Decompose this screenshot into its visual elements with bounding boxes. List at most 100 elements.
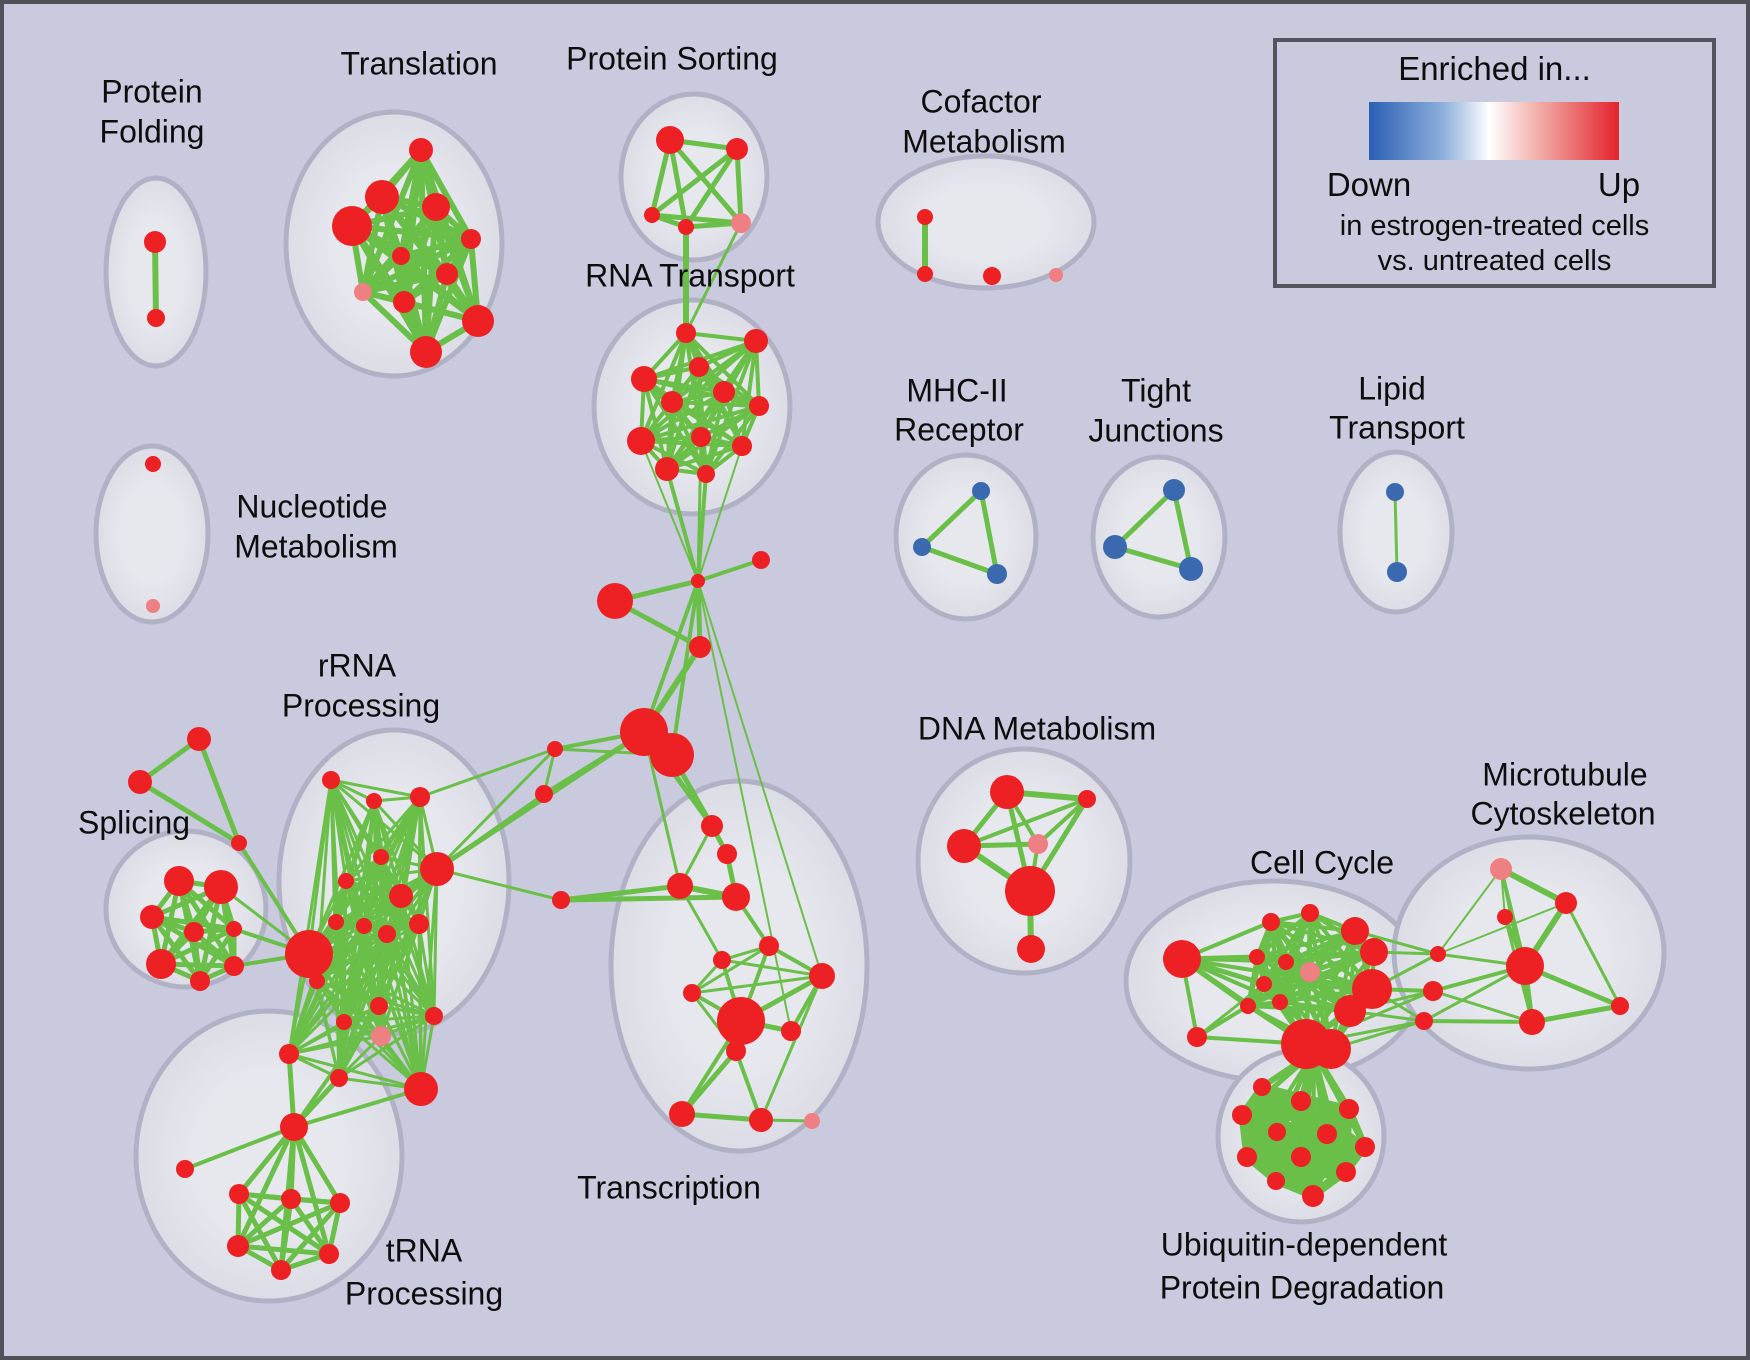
node-rrna-processing: [285, 930, 333, 978]
edge-splicing-satellite: [137, 736, 202, 785]
node-splicing: [164, 866, 194, 896]
cluster-label-translation: Translation: [340, 45, 497, 81]
node-protein-sorting: [726, 138, 748, 160]
node-translation: [461, 229, 481, 249]
edge-rrna-processing: [315, 979, 423, 1091]
edge-protein-sorting: [683, 146, 740, 230]
legend-caption-line1: in estrogen-treated cells: [1339, 210, 1650, 242]
cluster-label-cell-cycle: Cell Cycle: [1250, 844, 1394, 880]
edge-inter-cluster: [696, 435, 703, 583]
edge-inter-cluster: [665, 467, 700, 583]
node-connectors: [597, 583, 633, 619]
node-translation: [410, 336, 442, 368]
legend-caption-line2: vs. untreated cells: [1377, 245, 1612, 277]
edge-rrna-processing: [287, 1052, 423, 1091]
edge-mhc-ii-receptor: [978, 488, 1000, 577]
edge-trna-processing: [183, 1125, 296, 1171]
node-ubiquitin-degradation: [1302, 1185, 1324, 1207]
edge-rna-transport: [665, 404, 761, 471]
node-rna-transport: [661, 391, 683, 413]
edge-rna-transport: [740, 339, 758, 448]
node-transcription: [749, 1108, 773, 1132]
node-ubiquitin-degradation: [1317, 1124, 1337, 1144]
edge-rrna-processing: [329, 778, 422, 799]
node-ubiquitin-degradation: [1268, 1123, 1286, 1141]
edge-transcription: [759, 974, 824, 1122]
edge-rrna-processing: [287, 1014, 436, 1056]
node-trna-processing: [319, 1244, 339, 1264]
node-nucleotide-metabolism: [145, 456, 161, 472]
node-splicing-satellite: [187, 727, 211, 751]
node-rrna-processing: [409, 914, 429, 934]
edge-transcription: [734, 1049, 763, 1122]
cluster-label-protein-folding: Folding: [100, 113, 205, 149]
edge-rna-transport: [642, 377, 761, 408]
node-transcription: [683, 984, 701, 1002]
node-transcription: [726, 1041, 746, 1061]
node-connectors: [547, 741, 563, 757]
edge-mhc-ii-receptor: [919, 488, 984, 550]
node-tight-junctions: [1103, 535, 1127, 559]
edge-inter-cluster: [1311, 1050, 1316, 1198]
node-rrna-processing: [322, 771, 340, 789]
edge-trna-processing: [235, 1243, 332, 1257]
edge-cell-cycle: [1255, 911, 1312, 959]
edge-rrna-processing: [334, 920, 436, 1018]
node-cofactor-metabolism: [917, 209, 933, 225]
edge-cell-cycle: [1255, 929, 1357, 959]
node-translation: [409, 138, 433, 162]
edge-cell-cycle: [1353, 929, 1440, 956]
edge-dna-metabolism: [1036, 797, 1089, 846]
node-rrna-processing: [330, 1069, 348, 1087]
edge-translation: [360, 236, 474, 295]
edge-inter-cluster: [1311, 1049, 1368, 1150]
edge-inter-cluster: [697, 580, 792, 1032]
edge-rrna-processing: [334, 920, 346, 1024]
node-dna-metabolism: [990, 775, 1024, 809]
node-ubiquitin-degradation: [1267, 1172, 1285, 1190]
edge-transcription: [679, 1111, 764, 1123]
edge-trna-processing: [291, 1124, 343, 1206]
node-translation: [393, 291, 415, 313]
edge-transcription: [558, 894, 739, 903]
node-dna-metabolism: [1028, 834, 1048, 854]
node-ubiquitin-degradation: [1339, 1099, 1359, 1119]
edge-trna-processing: [278, 1200, 343, 1273]
edge-translation: [360, 271, 450, 295]
node-cell-cycle: [1256, 976, 1272, 992]
node-protein-sorting: [678, 219, 694, 235]
node-translation: [354, 283, 372, 301]
edge-transcription: [678, 884, 724, 962]
cluster-label-ubiquitin-degradation: Protein Degradation: [1160, 1269, 1445, 1305]
node-transcription: [717, 997, 765, 1045]
node-protein-sorting: [656, 126, 684, 154]
node-rna-transport: [713, 381, 735, 403]
edge-tight-junctions: [1171, 487, 1194, 572]
node-connectors: [689, 636, 711, 658]
edge-rrna-processing: [344, 795, 422, 883]
node-rna-transport: [631, 366, 657, 392]
edge-trna-processing: [235, 1124, 297, 1249]
legend-gradient-bar: [1369, 102, 1619, 160]
node-rrna-processing: [328, 914, 344, 930]
edge-rrna-processing: [287, 778, 333, 1056]
edge-cell-cycle: [1180, 957, 1374, 991]
edge-inter-cluster: [1437, 902, 1567, 955]
node-translation: [392, 247, 410, 265]
node-rrna-processing: [338, 873, 354, 889]
node-rna-transport: [676, 323, 696, 343]
edge-rrna-processing: [315, 979, 341, 1080]
node-protein-sorting: [644, 207, 660, 223]
edge-rrna-processing: [287, 855, 383, 1056]
cluster-ellipse-mhc-ii-receptor: [893, 452, 1039, 622]
cluster-label-tight-junctions: Junctions: [1088, 412, 1223, 448]
edge-rrna-processing: [287, 979, 319, 1056]
edge-inter-cluster: [1437, 868, 1502, 955]
node-rrna-processing: [356, 918, 372, 934]
edge-inter-cluster: [684, 221, 743, 335]
edge-trna-processing: [288, 1196, 332, 1257]
node-cell-cycle: [1249, 949, 1265, 965]
cluster-label-rrna-processing: Processing: [282, 687, 440, 723]
legend-title: Enriched in...: [1398, 50, 1591, 87]
legend-up-label: Up: [1597, 166, 1641, 203]
